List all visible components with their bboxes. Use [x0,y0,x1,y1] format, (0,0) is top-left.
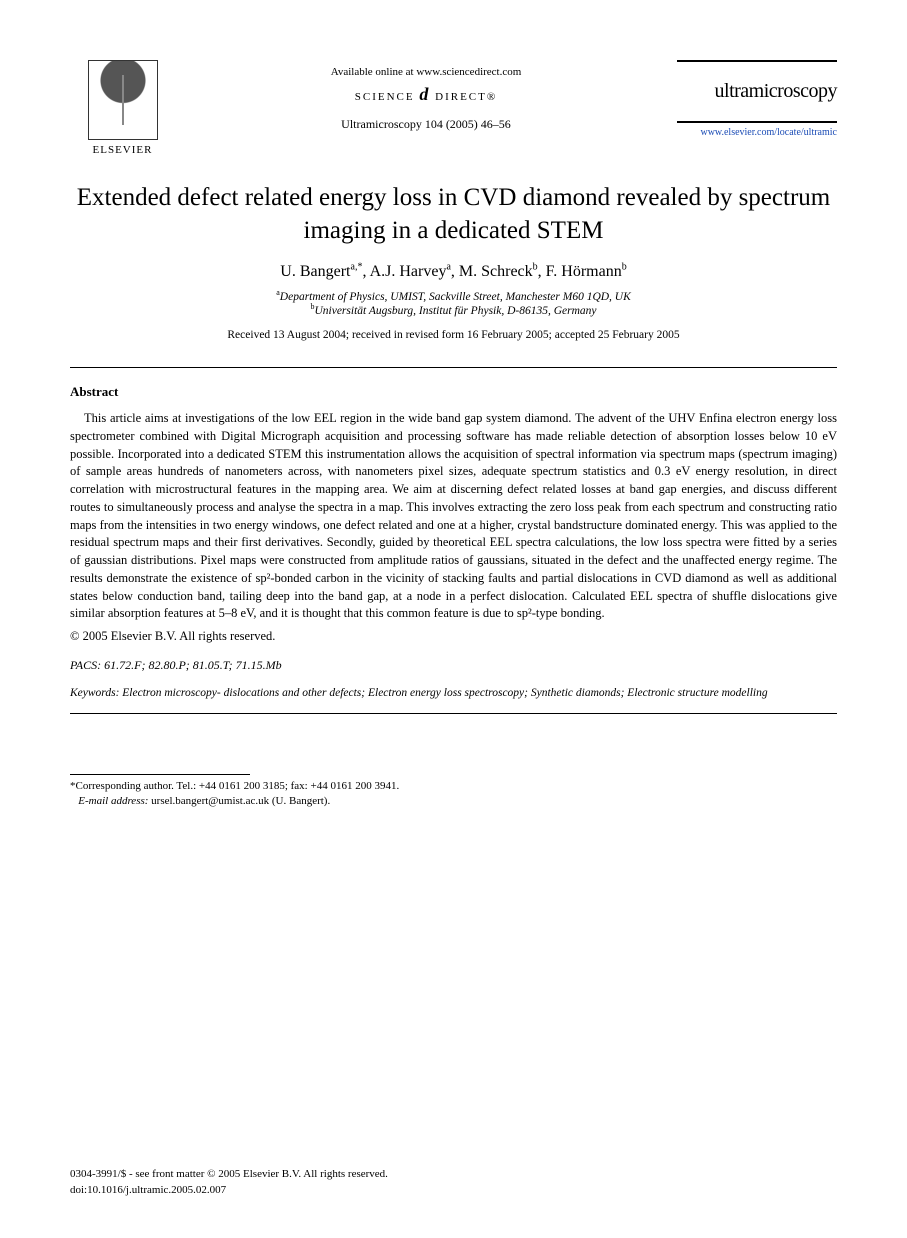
rule-top [70,367,837,368]
authors: U. Bangerta,*, A.J. Harveya, M. Schreckb… [70,263,837,281]
publisher-logo-col: ELSEVIER [70,60,175,156]
rule-bottom [70,713,837,714]
pacs-line: PACS: 61.72.F; 82.80.P; 81.05.T; 71.15.M… [70,658,837,673]
article-dates: Received 13 August 2004; received in rev… [70,329,837,341]
journal-link[interactable]: www.elsevier.com/locate/ultramic [677,127,837,138]
header-center: Available online at www.sciencedirect.co… [175,60,677,132]
abstract-text: This article aims at investigations of t… [70,410,837,623]
keywords-line: Keywords: Electron microscopy- dislocati… [70,685,837,701]
header-right: ultramicroscopy www.elsevier.com/locate/… [677,60,837,138]
header: ELSEVIER Available online at www.science… [70,60,837,156]
sd-d-icon: d [419,84,430,104]
corresponding-author: *Corresponding author. Tel.: +44 0161 20… [70,779,837,794]
article-title: Extended defect related energy loss in C… [70,182,837,247]
email-line: E-mail address: ursel.bangert@umist.ac.u… [70,794,837,809]
front-matter: 0304-3991/$ - see front matter © 2005 El… [70,1167,837,1182]
abstract-heading: Abstract [70,384,837,400]
available-online-text: Available online at www.sciencedirect.co… [175,66,677,78]
affiliation: aDepartment of Physics, UMIST, Sackville… [70,291,837,303]
affiliation: bUniversität Augsburg, Institut für Phys… [70,305,837,317]
publisher-name: ELSEVIER [93,144,153,156]
abstract-body: This article aims at investigations of t… [70,410,837,623]
elsevier-logo: ELSEVIER [70,60,175,156]
footnote-separator [70,774,250,775]
pacs-value: 61.72.F; 82.80.P; 81.05.T; 71.15.Mb [104,658,282,672]
sd-left: SCIENCE [355,91,415,103]
doi: doi:10.1016/j.ultramic.2005.02.007 [70,1183,837,1198]
journal-reference: Ultramicroscopy 104 (2005) 46–56 [175,117,677,132]
elsevier-tree-icon [88,60,158,140]
footer: 0304-3991/$ - see front matter © 2005 El… [70,1167,837,1198]
affiliations: aDepartment of Physics, UMIST, Sackville… [70,291,837,317]
email-label: E-mail address: [78,795,148,807]
copyright: © 2005 Elsevier B.V. All rights reserved… [70,629,837,644]
keywords-label: Keywords: [70,687,119,699]
pacs-label: PACS: [70,658,101,672]
sciencedirect-logo: SCIENCE d DIRECT® [175,84,677,105]
journal-name: ultramicroscopy [677,80,837,103]
keywords-value: Electron microscopy- dislocations and ot… [122,687,767,699]
journal-title-box: ultramicroscopy [677,60,837,123]
sd-right: DIRECT® [435,91,497,103]
email-address[interactable]: ursel.bangert@umist.ac.uk (U. Bangert). [151,795,330,807]
